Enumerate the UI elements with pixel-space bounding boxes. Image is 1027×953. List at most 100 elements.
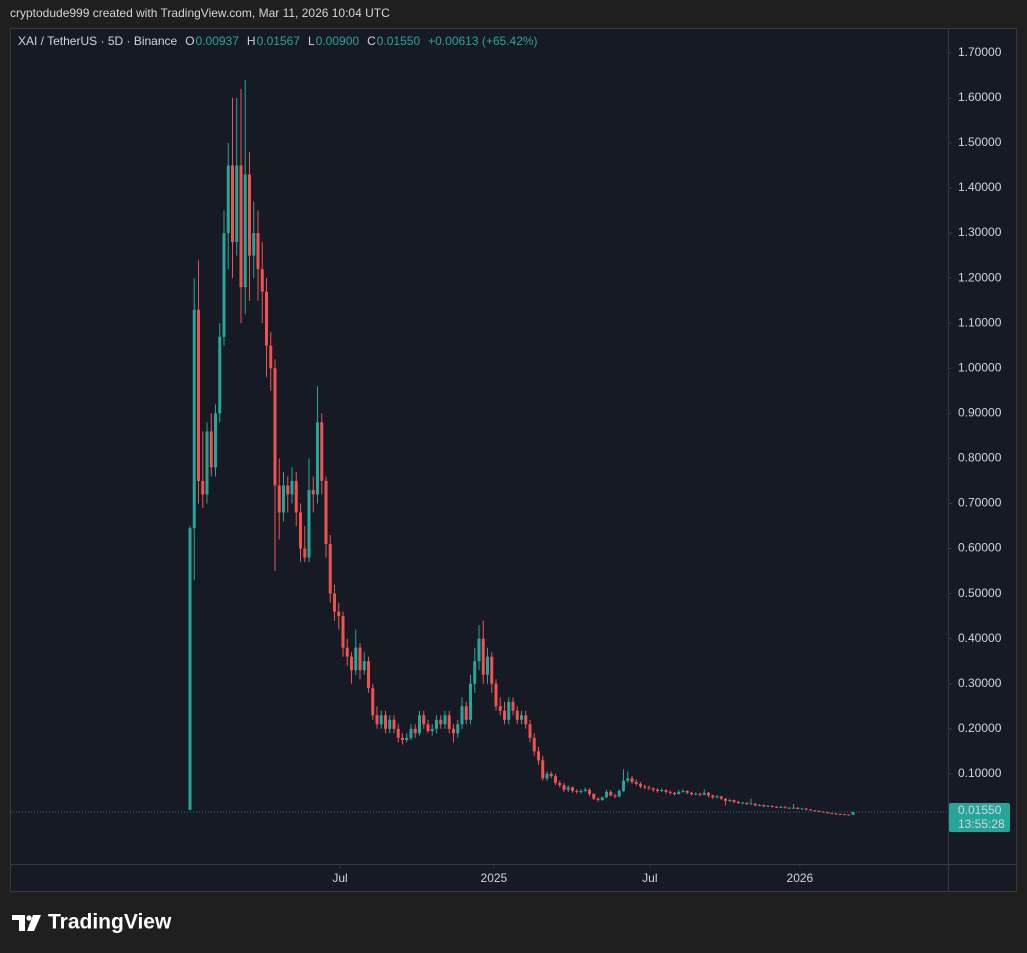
ohlc-value: 0.01567	[256, 34, 300, 48]
candle-body	[413, 728, 417, 734]
candle-body	[783, 806, 787, 808]
candle-body	[749, 803, 753, 805]
candle-body	[239, 165, 243, 288]
y-tick-label: 0.60000	[958, 541, 1002, 555]
candle-body	[264, 291, 268, 346]
candle-body	[447, 715, 451, 729]
y-tick-label: 1.70000	[958, 45, 1002, 59]
candle-body	[532, 737, 536, 752]
logo-text: TradingView	[48, 911, 172, 934]
candle-body	[345, 647, 349, 657]
candle-body	[613, 795, 617, 797]
candle-body	[371, 688, 375, 716]
candle-body	[468, 683, 472, 720]
candle-body	[579, 790, 583, 792]
candle-body	[838, 813, 842, 815]
candle-body	[277, 485, 281, 513]
candle-body	[732, 800, 736, 802]
last-price-box	[949, 802, 1010, 832]
candle-body	[796, 807, 800, 810]
candle-body	[677, 791, 681, 795]
candle-body	[600, 797, 604, 801]
candle-body	[222, 233, 226, 337]
candle-body	[196, 309, 200, 481]
candle-body	[634, 781, 638, 784]
candle-body	[571, 787, 575, 791]
candle-body	[792, 807, 796, 809]
candle-body	[775, 806, 779, 808]
candle-body	[417, 715, 421, 734]
candle-body	[800, 808, 804, 810]
y-tick-label: 0.10000	[958, 766, 1002, 780]
candle-body	[702, 792, 706, 795]
candle-body	[507, 701, 511, 720]
candle-body	[787, 807, 791, 809]
y-tick-label: 1.10000	[958, 315, 1002, 329]
y-tick-label: 1.20000	[958, 270, 1002, 284]
candle-body	[243, 174, 247, 288]
candle-body	[758, 804, 762, 806]
candle-body	[770, 805, 774, 807]
x-tick-label: Jul	[332, 871, 347, 885]
candle-body	[303, 548, 307, 558]
candle-body	[269, 345, 273, 369]
candle-body	[324, 480, 328, 545]
candle-body	[273, 368, 277, 486]
change: +0.00613 (+65.42%)	[428, 34, 538, 48]
last-price-label: 0.01550	[958, 803, 1002, 817]
x-tick-label: 2026	[787, 871, 814, 885]
y-tick-label: 0.20000	[958, 721, 1002, 735]
candle-body	[235, 165, 239, 243]
candle-body	[622, 780, 626, 791]
candle-body	[537, 751, 541, 761]
candle-body	[804, 808, 808, 810]
attribution: cryptodude999 created with TradingView.c…	[10, 6, 390, 20]
candle-body	[388, 719, 392, 729]
ohlc-value: 0.00900	[315, 34, 360, 48]
candle-body	[320, 422, 324, 481]
y-tick-label: 1.30000	[958, 225, 1002, 239]
y-tick-label: 1.60000	[958, 90, 1002, 104]
candle-body	[354, 647, 358, 671]
candle-body	[298, 512, 302, 549]
candle-body	[281, 485, 285, 513]
symbol: XAI / TetherUS · 5D · Binance	[18, 34, 178, 48]
candle-body	[337, 611, 341, 617]
candle-body	[639, 783, 643, 787]
candle-body	[494, 683, 498, 707]
candle-body	[660, 790, 664, 792]
candle-body	[311, 489, 315, 495]
candle-body	[545, 773, 549, 779]
candle-body	[230, 165, 234, 243]
candle-body	[192, 309, 196, 529]
candle-body	[809, 809, 813, 811]
candle-body	[464, 706, 468, 720]
candle-body	[520, 715, 524, 720]
candle-body	[588, 789, 592, 795]
candle-body	[201, 480, 205, 495]
candle-body	[252, 233, 256, 256]
candle-body	[707, 792, 711, 796]
candle-body	[481, 638, 485, 675]
candle-body	[558, 782, 562, 786]
candle-body	[503, 710, 507, 720]
candle-body	[681, 790, 685, 792]
candle-body	[609, 791, 613, 796]
y-tick-label: 0.70000	[958, 496, 1002, 510]
ohlc-letter: L	[307, 34, 315, 48]
candle-body	[817, 810, 821, 812]
ohlc-letter: O	[185, 34, 195, 48]
candle-body	[396, 728, 400, 738]
candle-body	[256, 233, 260, 270]
candle-body	[745, 802, 749, 805]
y-tick-label: 1.00000	[958, 360, 1002, 374]
y-tick-label: 0.80000	[958, 451, 1002, 465]
candle-body	[498, 706, 502, 711]
chart-frame	[10, 28, 1017, 892]
candle-body	[218, 336, 222, 414]
candle-body	[715, 796, 719, 798]
candle-body	[332, 593, 336, 612]
candle-body	[847, 814, 851, 816]
candle-body	[762, 804, 766, 807]
candle-body	[826, 812, 830, 814]
